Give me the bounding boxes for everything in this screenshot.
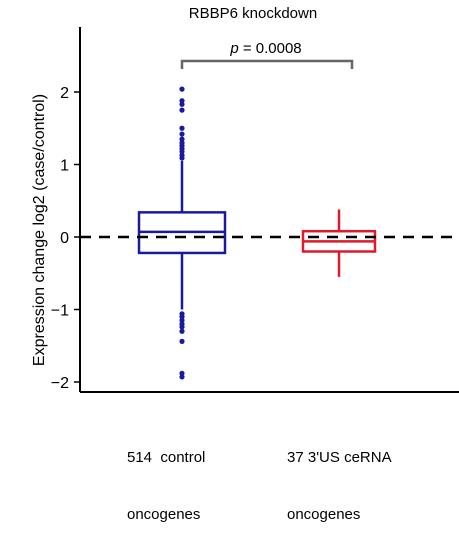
y-tick-label: −1: [51, 303, 69, 320]
y-axis-label: Expression change log2 (case/control): [31, 94, 48, 366]
y-tick-label: 0: [60, 230, 69, 247]
boxes-group: [137, 86, 377, 380]
y-tick-label: −2: [51, 375, 69, 392]
outlier-point: [179, 107, 185, 113]
outlier-point: [179, 131, 185, 137]
outlier-point: [179, 328, 185, 334]
outlier-point: [179, 374, 185, 380]
significance-bracket: [180, 59, 354, 69]
outlier-point: [179, 155, 185, 161]
box-1: [301, 209, 377, 277]
y-tick-label: 2: [60, 85, 69, 102]
outlier-point: [179, 324, 185, 330]
category-label-line1: 514 control: [127, 449, 206, 466]
y-ticks: −2 −1 0 1 2: [51, 85, 80, 392]
outlier-point: [179, 101, 185, 107]
category-label-control: 514 control oncogenes: [127, 410, 205, 543]
outlier-point: [179, 86, 185, 92]
outlier-point: [179, 148, 185, 155]
outlier-point: [179, 317, 185, 323]
outlier-point: [179, 136, 185, 142]
p-value-annotation: p = 0.0008: [180, 40, 354, 69]
category-label-line2: oncogenes: [287, 506, 361, 523]
box-0: [137, 86, 227, 380]
svg-text:p = 0.0008: p = 0.0008: [229, 40, 301, 57]
category-label-line2: oncogenes: [127, 506, 201, 523]
outlier-point: [179, 338, 185, 344]
outlier-point: [179, 370, 185, 376]
chart-title: RBBP6 knockdown: [189, 5, 317, 22]
outlier-point: [179, 125, 185, 131]
p-value-text: = 0.0008: [239, 40, 302, 57]
boxplot-chart: RBBP6 knockdown Expression change log2 (…: [31, 5, 459, 393]
p-value-prefix: p: [229, 40, 238, 57]
outlier-point: [179, 314, 185, 320]
outlier-point: [179, 98, 185, 104]
y-tick-label: 1: [60, 158, 69, 175]
category-label-line1: 37 3'US ceRNA: [287, 449, 392, 466]
category-label-ceRNA: 37 3'US ceRNA oncogenes: [287, 410, 392, 543]
